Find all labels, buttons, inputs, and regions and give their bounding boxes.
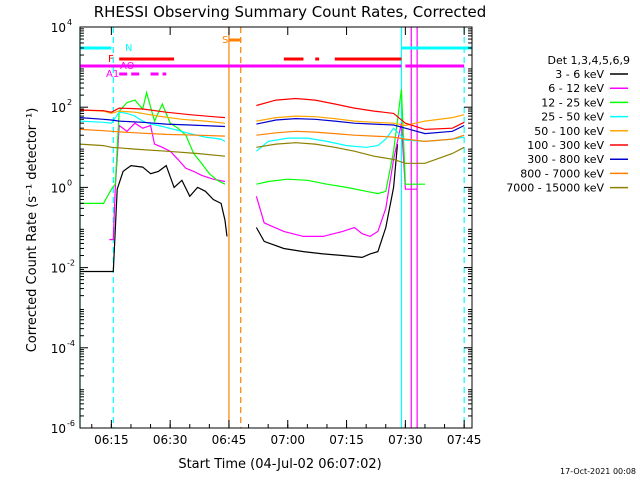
- state-bar-label-s: S: [222, 35, 228, 46]
- series-lines: [79, 89, 465, 273]
- series-line-6-seg-1: [256, 117, 465, 135]
- chart-title: RHESSI Observing Summary Count Rates, Co…: [94, 3, 487, 21]
- x-tick-label-0: 06:15: [94, 433, 129, 447]
- legend-entry-0: 3 - 6 keV: [555, 68, 604, 81]
- y-tick-exponent-3: 0: [67, 178, 72, 187]
- series-line-8-seg-0: [79, 143, 226, 157]
- series-line-1-seg-1: [255, 123, 418, 238]
- x-tick-label-4: 07:15: [329, 433, 364, 447]
- series-line-6-seg-0: [79, 117, 226, 128]
- x-tick-label-1: 06:30: [153, 433, 188, 447]
- y-tick-exponent-4: 2: [67, 98, 72, 107]
- y-tick-label-4: 10: [51, 101, 66, 115]
- series-line-1-seg-0: [109, 122, 226, 241]
- y-tick-label-2: 10: [51, 262, 66, 276]
- vertical-marker-lines: [79, 27, 465, 428]
- state-bar-label-a1: A1: [106, 69, 119, 80]
- legend-entry-5: 100 - 300 keV: [527, 139, 604, 152]
- y-tick-exponent-1: -4: [67, 339, 75, 348]
- legend-entry-3: 25 - 50 keV: [541, 111, 604, 124]
- series-line-4-seg-0: [79, 109, 226, 124]
- y-tick-label-0: 10: [51, 422, 66, 436]
- series-line-7-seg-0: [79, 128, 226, 137]
- state-bar-label-n: N: [125, 43, 132, 54]
- y-tick-label-3: 10: [51, 181, 66, 195]
- x-axis-label: Start Time (04-Jul-02 06:07:02): [178, 457, 381, 472]
- state-bar-label-f: F: [108, 54, 114, 65]
- legend-entry-1: 6 - 12 keV: [548, 82, 604, 95]
- series-line-8-seg-1: [256, 142, 465, 164]
- y-tick-exponent-0: -6: [67, 419, 75, 428]
- y-tick-exponent-2: -2: [67, 259, 75, 268]
- y-axis-label: Corrected Count Rate (s⁻¹ detector⁻¹): [25, 108, 40, 353]
- series-line-0-seg-1: [255, 144, 399, 259]
- legend-entry-6: 300 - 800 keV: [527, 153, 604, 166]
- series-line-4-seg-1: [256, 114, 465, 127]
- series-line-5-seg-1: [256, 97, 465, 131]
- y-tick-label-5: 10: [51, 21, 66, 35]
- legend-entry-2: 12 - 25 keV: [541, 96, 604, 109]
- y-tick-label-1: 10: [51, 342, 66, 356]
- x-tick-label-2: 06:45: [212, 433, 247, 447]
- plot-frame: [79, 26, 473, 429]
- x-tick-label-6: 07:45: [447, 433, 482, 447]
- footer-date: 17-Oct-2021 00:08: [560, 467, 636, 476]
- legend-entry-8: 7000 - 15000 keV: [506, 182, 604, 195]
- y-tick-exponent-5: 4: [67, 18, 72, 27]
- legend-title: Det 1,3,4,5,6,9: [547, 54, 630, 67]
- x-tick-label-3: 07:00: [270, 433, 305, 447]
- series-line-7-seg-1: [256, 130, 465, 143]
- x-tick-label-5: 07:30: [388, 433, 423, 447]
- legend-entry-7: 800 - 7000 keV: [520, 167, 604, 180]
- legend-entry-4: 50 - 100 keV: [534, 125, 604, 138]
- series-line-2-seg-0: [80, 90, 226, 204]
- series-line-2-seg-1: [256, 89, 425, 195]
- series-line-0-seg-0: [80, 164, 228, 273]
- state-bar-label-ao: AO: [120, 61, 135, 72]
- series-line-5-seg-0: [79, 107, 226, 119]
